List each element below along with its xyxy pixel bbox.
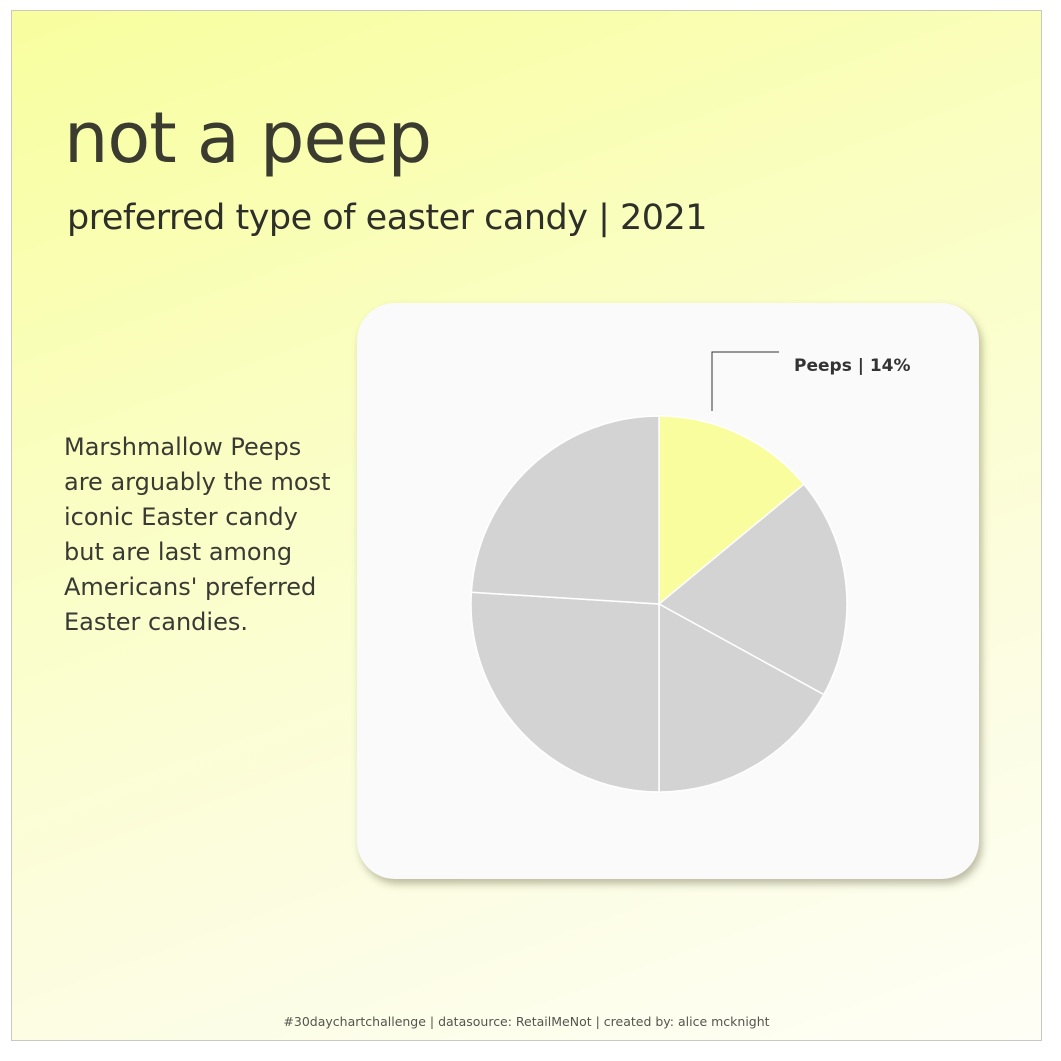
chart-subtitle: preferred type of easter candy | 2021 <box>67 198 708 238</box>
pie-slice-3 <box>658 602 825 793</box>
pie-slice-peeps <box>658 415 805 606</box>
chart-title: not a peep <box>64 97 432 179</box>
pie-slice-2 <box>657 483 848 696</box>
pie-chart: Peeps | 14% <box>470 351 911 793</box>
pie-slice-4 <box>470 591 660 793</box>
pie-slices <box>470 415 848 793</box>
footer-credits: #30daychartchallenge | datasource: Retai… <box>283 1014 770 1029</box>
pie-slice-5 <box>470 415 660 605</box>
chart-card: Peeps | 14% <box>357 303 979 879</box>
description-text: Marshmallow Peeps are arguably the most … <box>64 433 331 636</box>
infographic-frame: not a peep preferred type of easter cand… <box>11 10 1042 1041</box>
annotation-leader-line <box>711 351 779 411</box>
peeps-annotation-label: Peeps | 14% <box>794 356 911 376</box>
